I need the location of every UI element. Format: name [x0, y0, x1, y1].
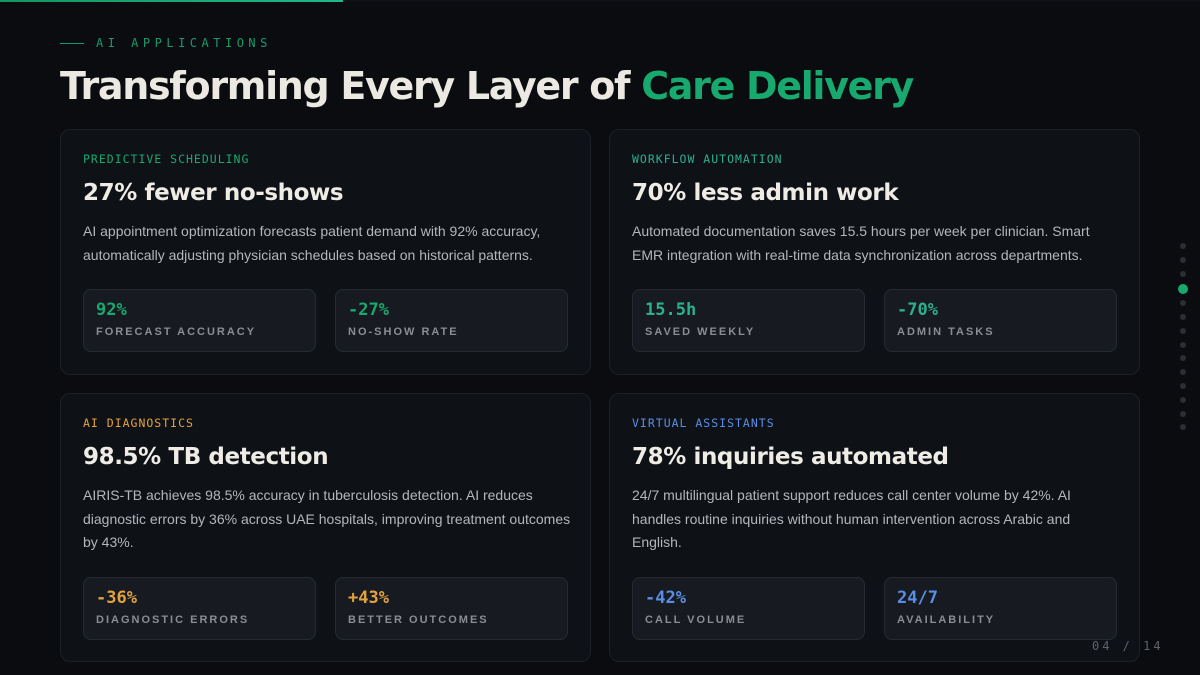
card-predictive-scheduling: PREDICTIVE SCHEDULING 27% fewer no-shows… [60, 129, 591, 375]
stat-availability: 24/7 Availability [884, 577, 1117, 640]
stat-value: 15.5h [645, 300, 697, 320]
section-eyebrow: AI APPLICATIONS [60, 36, 272, 50]
slide-dot-1[interactable] [1180, 243, 1186, 249]
slide-dot-6[interactable] [1180, 313, 1186, 320]
slide-dot-8[interactable] [1180, 341, 1186, 348]
stat-value: -27% [348, 300, 389, 320]
card-body: 24/7 multilingual patient support reduce… [632, 487, 1071, 550]
card-heading: 27% fewer no-shows [83, 180, 344, 206]
slide-dot-9[interactable] [1180, 355, 1186, 362]
eyebrow-rule [60, 42, 84, 44]
stat-label: Call Volume [645, 614, 747, 626]
card-heading: 78% inquiries automated [632, 444, 949, 470]
card-virtual-assistants: VIRTUAL ASSISTANTS 78% inquiries automat… [609, 393, 1140, 662]
stat-label: Better Outcomes [348, 614, 489, 626]
stat-call-volume: -42% Call Volume [632, 577, 865, 640]
title-accent: Care Delivery [641, 64, 914, 108]
card-body: AI appointment optimization forecasts pa… [83, 223, 541, 263]
stat-no-show-rate: -27% No-Show Rate [335, 289, 568, 352]
deck-progress-track [0, 0, 1200, 2]
slide-dot-10[interactable] [1180, 369, 1186, 376]
card-heading: 70% less admin work [632, 180, 899, 206]
stat-better-outcomes: +43% Better Outcomes [335, 577, 568, 640]
card-tag: AI DIAGNOSTICS [83, 416, 194, 430]
slide-dot-2[interactable] [1180, 256, 1186, 263]
stat-value: 24/7 [897, 588, 938, 608]
stat-admin-tasks: -70% Admin Tasks [884, 289, 1117, 352]
card-body: Automated documentation saves 15.5 hours… [632, 223, 1090, 263]
stat-value: +43% [348, 588, 389, 608]
slide-dot-7[interactable] [1180, 327, 1186, 334]
eyebrow-text: AI APPLICATIONS [96, 36, 272, 50]
card-body: AIRIS-TB achieves 98.5% accuracy in tube… [83, 487, 571, 550]
stat-value: 92% [96, 300, 127, 320]
stat-saved-weekly: 15.5h Saved Weekly [632, 289, 865, 352]
card-tag: VIRTUAL ASSISTANTS [632, 416, 775, 430]
stat-label: No-Show Rate [348, 326, 459, 338]
stat-label: Availability [897, 614, 996, 626]
slide-dot-14[interactable] [1180, 424, 1186, 431]
slide-dot-12[interactable] [1180, 396, 1186, 403]
slide-dot-13[interactable] [1180, 410, 1186, 417]
stat-value: -42% [645, 588, 686, 608]
deck-progress-fill [0, 0, 343, 2]
card-heading: 98.5% TB detection [83, 444, 329, 470]
page-title: Transforming Every Layer of Care Deliver… [60, 62, 914, 110]
card-tag: WORKFLOW AUTOMATION [632, 152, 783, 166]
slide-dot-4[interactable] [1178, 284, 1188, 295]
stat-label: Diagnostic Errors [96, 614, 250, 626]
slide-dot-3[interactable] [1180, 270, 1186, 277]
page-number: 04 / 14 [1092, 639, 1164, 653]
stat-forecast-accuracy: 92% Forecast Accuracy [83, 289, 316, 352]
stat-diagnostic-errors: -36% Diagnostic Errors [83, 577, 316, 640]
stat-value: -70% [897, 300, 938, 320]
stat-label: Admin Tasks [897, 326, 995, 338]
stat-value: -36% [96, 588, 137, 608]
stat-label: Forecast Accuracy [96, 326, 257, 338]
title-main: Transforming Every Layer of [60, 64, 642, 108]
card-ai-diagnostics: AI DIAGNOSTICS 98.5% TB detection AIRIS-… [60, 393, 591, 662]
card-tag: PREDICTIVE SCHEDULING [83, 152, 250, 166]
card-workflow-automation: WORKFLOW AUTOMATION 70% less admin work … [609, 129, 1140, 375]
stat-label: Saved Weekly [645, 326, 756, 338]
slide-dot-11[interactable] [1180, 382, 1186, 389]
slide-dot-5[interactable] [1180, 300, 1186, 307]
slide-navigation-dots [1178, 243, 1188, 438]
